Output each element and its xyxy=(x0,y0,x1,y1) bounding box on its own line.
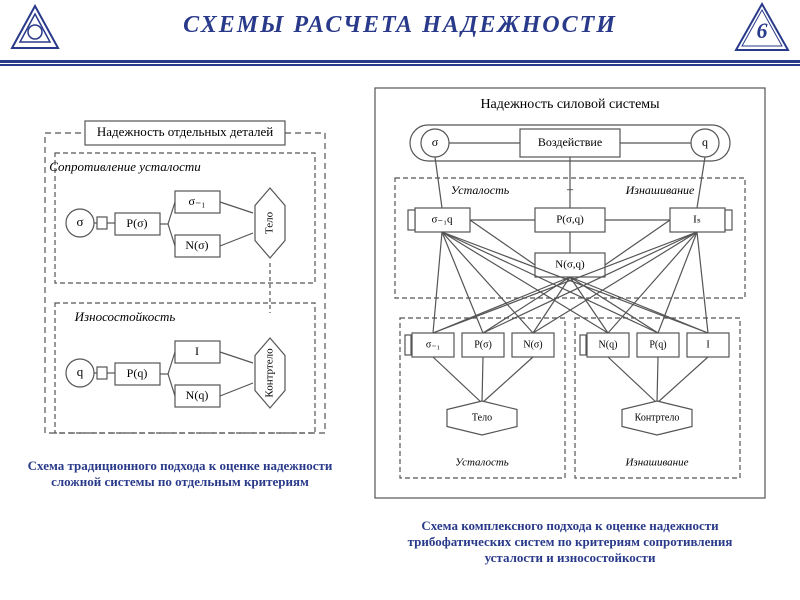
svg-text:Iₛ: Iₛ xyxy=(693,214,701,226)
svg-text:σ₋₁: σ₋₁ xyxy=(426,339,440,350)
page-number-badge: 6 xyxy=(734,2,790,54)
svg-text:N(σ,q): N(σ,q) xyxy=(555,259,585,271)
svg-text:σ₋₁q: σ₋₁q xyxy=(431,214,453,226)
svg-text:P(σ,q): P(σ,q) xyxy=(556,214,584,226)
svg-text:Усталость: Усталость xyxy=(451,183,510,197)
svg-text:N(σ): N(σ) xyxy=(185,238,208,252)
page-title: СХЕМЫ РАСЧЕТА НАДЕЖНОСТИ xyxy=(0,12,800,39)
svg-text:q: q xyxy=(77,364,84,379)
svg-text:P(q): P(q) xyxy=(649,339,666,350)
svg-text:I: I xyxy=(195,344,199,358)
left-diagram: Надежность отдельных деталей Сопротивлени… xyxy=(35,113,335,443)
svg-text:N(σ): N(σ) xyxy=(523,339,542,350)
right-caption: Схема комплексного подхода к оценке наде… xyxy=(380,518,760,566)
svg-text:Воздействие: Воздействие xyxy=(538,135,602,149)
right-diagram: Надежность силовой системы σ q Воздействие У… xyxy=(370,83,770,503)
left-caption: Схема традиционного подхода к оценке над… xyxy=(20,458,340,490)
svg-text:Тело: Тело xyxy=(264,211,276,234)
svg-text:Износостойкость: Износостойкость xyxy=(74,309,176,324)
svg-text:Тело: Тело xyxy=(472,412,492,423)
svg-text:σ₋₁: σ₋₁ xyxy=(189,194,206,208)
svg-text:Усталость: Усталость xyxy=(455,457,509,469)
svg-text:Контртело: Контртело xyxy=(635,412,680,423)
svg-text:σ: σ xyxy=(76,214,83,229)
svg-text:Сопротивление усталости: Сопротивление усталости xyxy=(49,159,201,174)
svg-text:Надежность отдельных деталей: Надежность отдельных деталей xyxy=(97,124,273,139)
svg-text:P(σ): P(σ) xyxy=(126,216,147,230)
svg-text:I: I xyxy=(706,339,709,350)
svg-text:Изнашивание: Изнашивание xyxy=(625,183,695,197)
page-number: 6 xyxy=(734,18,790,44)
svg-text:P(q): P(q) xyxy=(127,366,148,380)
svg-text:Изнашивание: Изнашивание xyxy=(624,457,688,469)
svg-text:q: q xyxy=(702,135,708,149)
svg-text:P(σ): P(σ) xyxy=(474,339,492,350)
svg-text:Надежность силовой системы: Надежность силовой системы xyxy=(480,97,660,112)
svg-text:N(q): N(q) xyxy=(186,388,209,402)
svg-text:σ: σ xyxy=(432,135,439,149)
svg-text:N(q): N(q) xyxy=(599,339,618,350)
svg-text:Контртело: Контртело xyxy=(264,348,276,398)
